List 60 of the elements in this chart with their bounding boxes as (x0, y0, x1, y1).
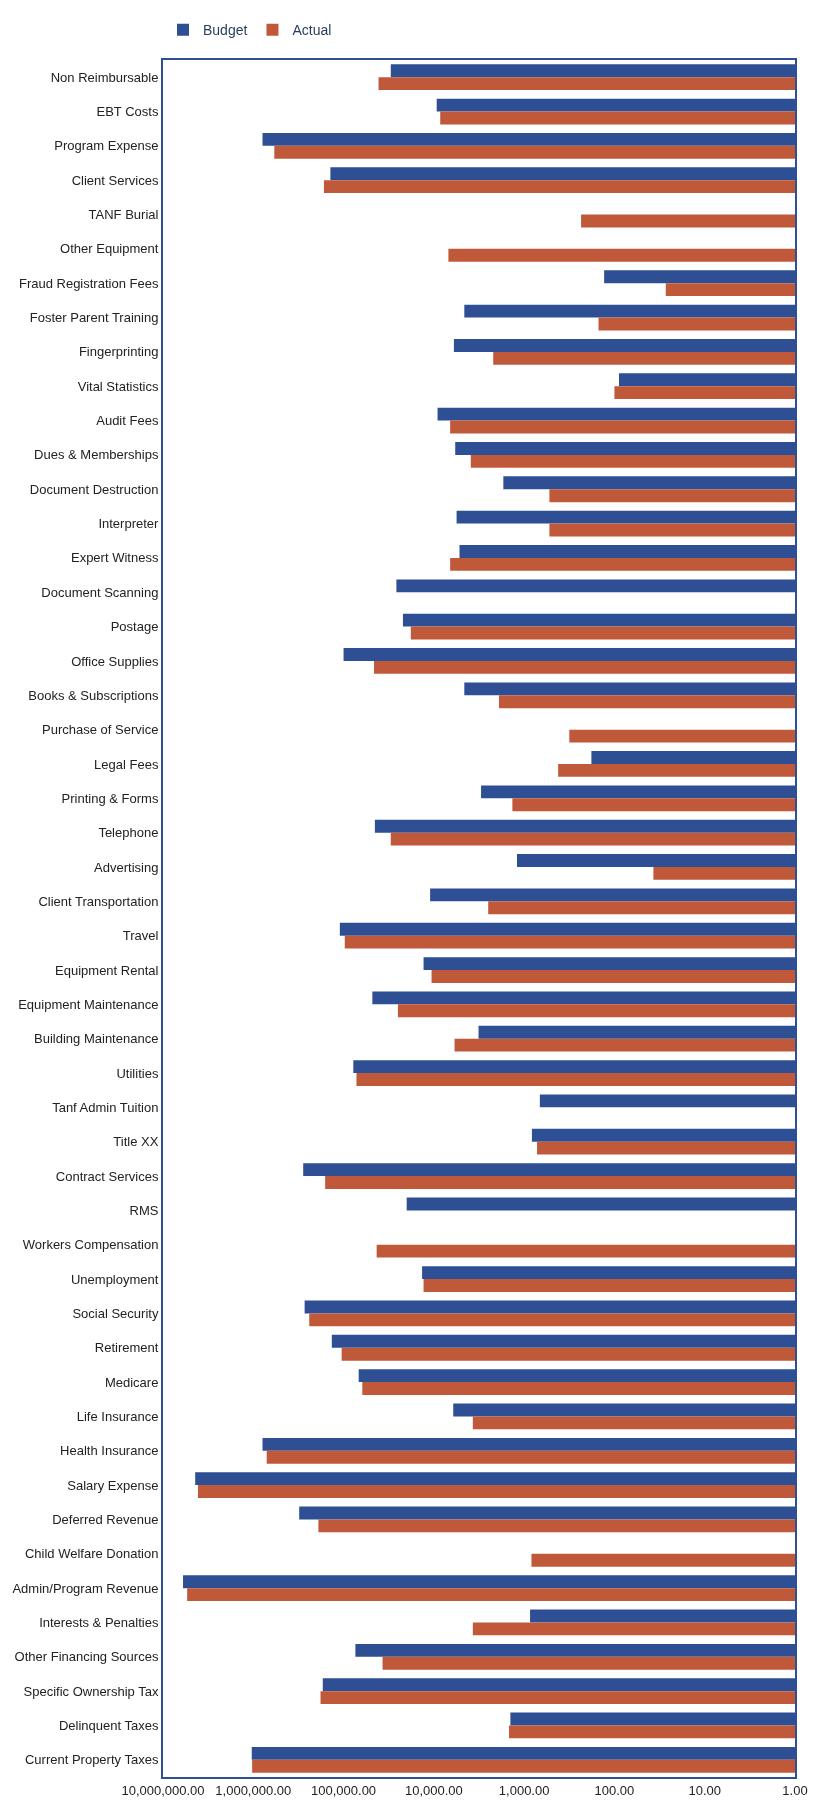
y-tick-label: Telephone (98, 825, 159, 841)
x-tick-label: 1,000.00 (498, 1782, 550, 1798)
y-tick-label: Title XX (113, 1134, 159, 1150)
y-tick-label: EBT Costs (96, 104, 159, 120)
y-tick-label: Document Scanning (41, 584, 159, 600)
y-tick-label: Foster Parent Training (29, 310, 159, 326)
x-tick-label: 1,000,000.00 (215, 1782, 292, 1798)
y-tick-label: Other Equipment (60, 241, 159, 257)
y-tick-label: Fingerprinting (78, 344, 159, 360)
y-tick-label: Unemployment (70, 1271, 159, 1287)
y-tick-label: Legal Fees (94, 756, 159, 772)
y-tick-label: Books & Subscriptions (28, 687, 159, 703)
y-tick-label: Child Welfare Donation (24, 1546, 159, 1562)
x-tick-label: 100.00 (594, 1782, 635, 1798)
y-tick-label: Office Supplies (71, 653, 159, 669)
y-tick-label: Utilities (116, 1065, 159, 1081)
y-tick-label: Dues & Memberships (34, 447, 159, 463)
y-tick-label: Tanf Admin Tuition (52, 1099, 159, 1115)
y-tick-label: Contract Services (55, 1168, 159, 1184)
y-tick-label: Delinquent Taxes (58, 1718, 159, 1734)
y-tick-label: Purchase of Service (42, 722, 159, 738)
y-tick-label: Client Transportation (38, 893, 159, 909)
y-tick-label: Specific Ownership Tax (23, 1683, 159, 1699)
x-tick-label: 100,000.00 (311, 1782, 377, 1798)
legend-label: Actual (292, 22, 332, 39)
y-tick-label: Interpreter (98, 516, 160, 532)
y-tick-label: Admin/Program Revenue (12, 1580, 159, 1596)
y-tick-label: Retirement (94, 1340, 159, 1356)
y-tick-label: RMS (129, 1202, 159, 1218)
y-tick-label: Workers Compensation (22, 1237, 159, 1253)
y-tick-label: Fraud Registration Fees (18, 275, 159, 291)
y-tick-label: Client Services (71, 172, 159, 188)
y-tick-label: Medicare (104, 1374, 159, 1390)
y-tick-label: Equipment Maintenance (18, 996, 159, 1012)
y-tick-label: Program Expense (54, 138, 159, 154)
x-tick-label: 1.00 (782, 1782, 808, 1798)
y-tick-label: Deferred Revenue (52, 1512, 159, 1527)
y-tick-label: TANF Burial (88, 207, 159, 223)
y-tick-label: Document Destruction (29, 481, 159, 497)
y-tick-label: Expert Witness (70, 550, 159, 566)
y-tick-label: Current Property Taxes (24, 1752, 159, 1768)
y-tick-label: Advertising (94, 859, 159, 875)
y-tick-label: Salary Expense (67, 1477, 159, 1493)
y-tick-label: Equipment Rental (55, 962, 159, 978)
y-tick-label: Building Maintenance (34, 1031, 159, 1047)
y-tick-label: Social Security (72, 1305, 159, 1321)
x-tick-label: 10.00 (688, 1782, 721, 1798)
x-tick-label: 10,000,000.00 (121, 1782, 205, 1798)
y-tick-label: Health Insurance (60, 1443, 159, 1459)
y-tick-label: Life Insurance (76, 1408, 159, 1424)
y-tick-label: Other Financing Sources (14, 1649, 159, 1665)
y-tick-label: Postage (110, 619, 159, 635)
y-tick-label: Non Reimbursable (50, 69, 159, 85)
x-tick-label: 10,000.00 (404, 1782, 463, 1798)
legend-label: Budget (203, 22, 248, 39)
y-tick-label: Printing & Forms (61, 790, 159, 806)
y-tick-label: Interests & Penalties (39, 1615, 159, 1631)
y-tick-label: Vital Statistics (77, 378, 159, 394)
y-tick-label: Audit Fees (96, 413, 159, 429)
y-tick-label: Travel (122, 928, 159, 944)
